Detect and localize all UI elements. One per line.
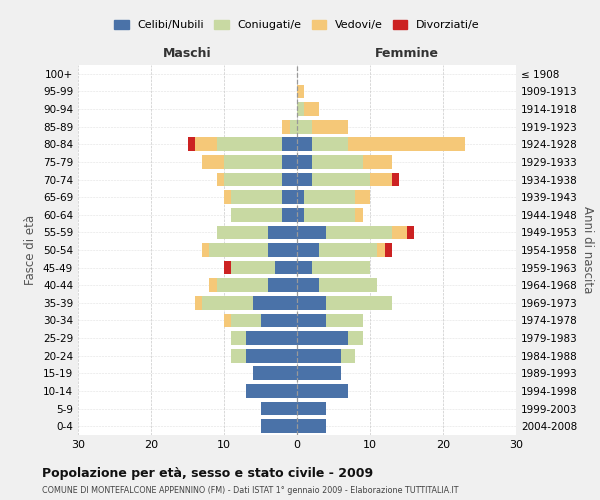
Bar (348, 331, 363, 345)
Bar (232, 349, 246, 362)
Bar (355, 190, 370, 204)
Bar (217, 172, 224, 186)
Bar (311, 155, 363, 169)
Bar (297, 84, 304, 98)
Bar (326, 296, 392, 310)
Bar (326, 226, 392, 239)
Bar (311, 138, 348, 151)
Bar (297, 296, 326, 310)
Bar (355, 208, 362, 222)
Bar (297, 208, 304, 222)
Bar (304, 102, 319, 116)
Bar (304, 190, 355, 204)
Bar (297, 138, 311, 151)
Bar (217, 278, 268, 292)
Bar (362, 155, 392, 169)
Bar (202, 155, 224, 169)
Bar (224, 260, 232, 274)
Bar (232, 208, 283, 222)
Y-axis label: Fasce di età: Fasce di età (25, 215, 37, 285)
Bar (370, 172, 392, 186)
Bar (341, 349, 355, 362)
Bar (297, 102, 304, 116)
Bar (297, 190, 304, 204)
Bar (268, 278, 297, 292)
Bar (224, 190, 232, 204)
Bar (297, 384, 348, 398)
Bar (283, 138, 297, 151)
Bar (224, 155, 283, 169)
Bar (232, 190, 283, 204)
Bar (319, 243, 377, 257)
Bar (195, 138, 217, 151)
Text: Maschi: Maschi (163, 46, 212, 60)
Legend: Celibi/Nubili, Coniugati/e, Vedovi/e, Divorziati/e: Celibi/Nubili, Coniugati/e, Vedovi/e, Di… (110, 15, 484, 34)
Bar (283, 208, 297, 222)
Bar (209, 243, 268, 257)
Bar (209, 278, 217, 292)
Bar (260, 402, 297, 415)
Bar (297, 243, 319, 257)
Bar (348, 138, 465, 151)
Bar (297, 366, 341, 380)
Bar (297, 420, 326, 433)
Bar (232, 314, 260, 328)
Bar (297, 260, 311, 274)
Bar (217, 226, 268, 239)
Bar (275, 260, 297, 274)
Bar (319, 278, 377, 292)
Bar (253, 366, 297, 380)
Text: Femmine: Femmine (374, 46, 439, 60)
Bar (224, 172, 283, 186)
Bar (224, 314, 232, 328)
Bar (253, 296, 297, 310)
Bar (202, 243, 209, 257)
Bar (311, 260, 370, 274)
Bar (202, 296, 253, 310)
Bar (311, 172, 370, 186)
Bar (297, 155, 311, 169)
Bar (297, 226, 326, 239)
Bar (377, 243, 385, 257)
Bar (297, 278, 319, 292)
Bar (246, 349, 297, 362)
Bar (283, 120, 290, 134)
Bar (385, 243, 392, 257)
Bar (297, 402, 326, 415)
Bar (297, 331, 348, 345)
Bar (195, 296, 202, 310)
Bar (283, 155, 297, 169)
Bar (297, 314, 326, 328)
Bar (217, 138, 283, 151)
Bar (297, 120, 311, 134)
Bar (297, 172, 311, 186)
Bar (326, 314, 362, 328)
Bar (260, 314, 297, 328)
Y-axis label: Anni di nascita: Anni di nascita (581, 206, 594, 294)
Bar (187, 138, 195, 151)
Bar (260, 420, 297, 433)
Bar (246, 384, 297, 398)
Bar (283, 172, 297, 186)
Text: Popolazione per età, sesso e stato civile - 2009: Popolazione per età, sesso e stato civil… (42, 468, 373, 480)
Bar (304, 208, 355, 222)
Bar (246, 331, 297, 345)
Bar (268, 226, 297, 239)
Bar (232, 260, 275, 274)
Bar (311, 120, 348, 134)
Bar (232, 331, 246, 345)
Bar (392, 172, 399, 186)
Bar (392, 226, 407, 239)
Bar (290, 120, 297, 134)
Bar (407, 226, 414, 239)
Text: COMUNE DI MONTEFALCONE APPENNINO (FM) - Dati ISTAT 1° gennaio 2009 - Elaborazion: COMUNE DI MONTEFALCONE APPENNINO (FM) - … (42, 486, 458, 495)
Bar (268, 243, 297, 257)
Bar (297, 349, 341, 362)
Bar (283, 190, 297, 204)
